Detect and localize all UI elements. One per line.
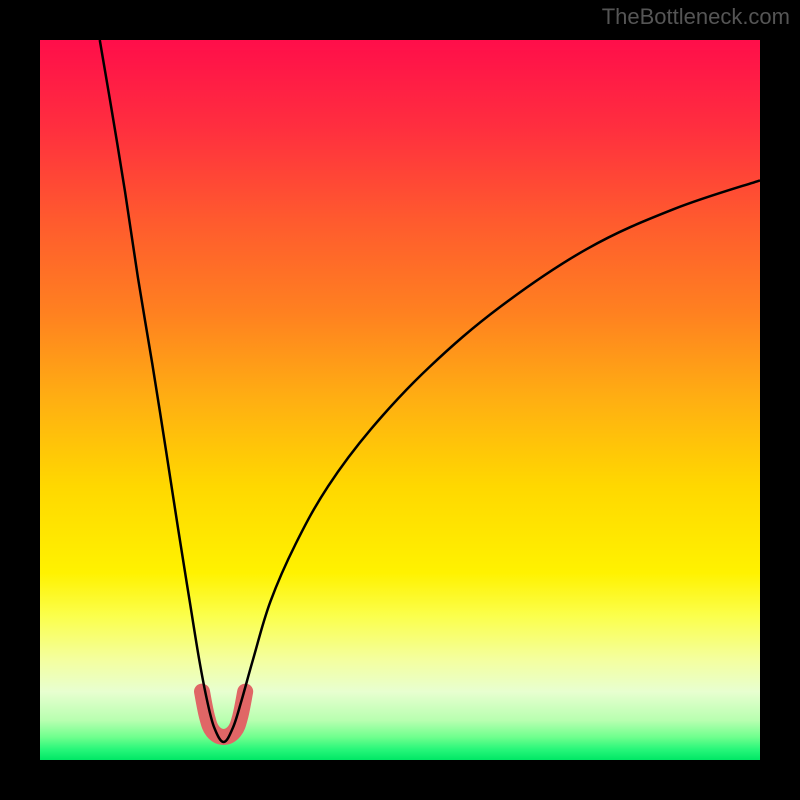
bottleneck-chart: [0, 0, 800, 800]
plot-area: [40, 40, 760, 760]
watermark-text: TheBottleneck.com: [602, 4, 790, 30]
chart-stage: TheBottleneck.com: [0, 0, 800, 800]
